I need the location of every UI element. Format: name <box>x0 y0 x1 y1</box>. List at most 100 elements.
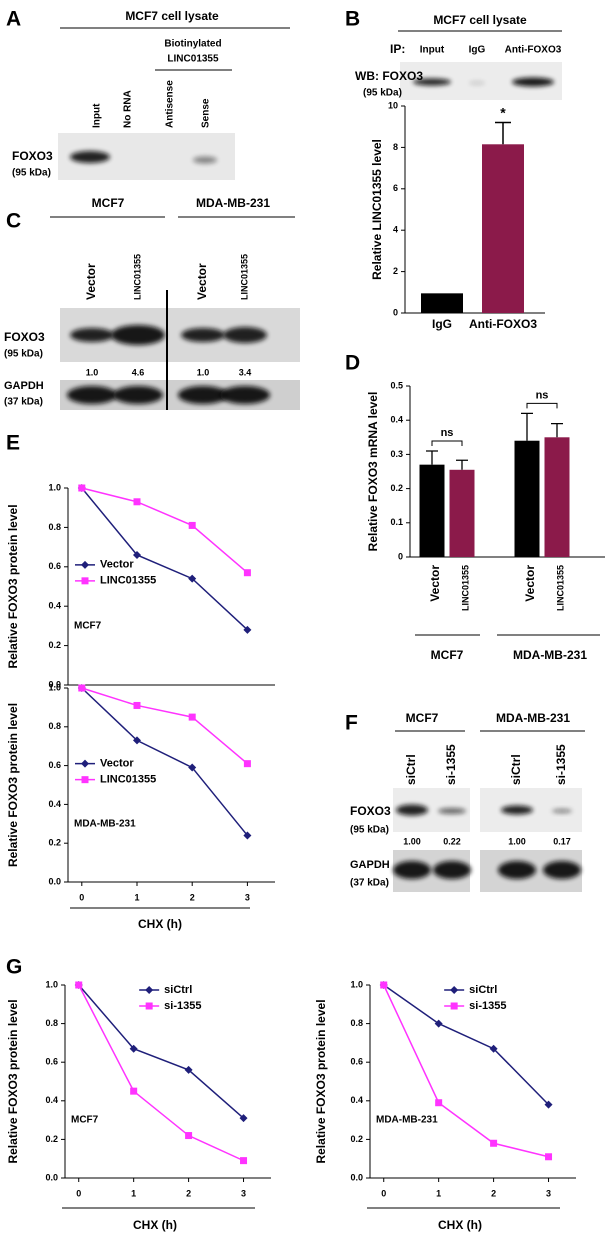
marker <box>188 521 196 529</box>
marker <box>240 1157 248 1165</box>
x-tick-label: IgG <box>432 317 452 331</box>
blot-band <box>393 861 431 879</box>
y-axis-label: Relative FOXO3 protein level <box>314 999 328 1163</box>
marker <box>489 1044 498 1053</box>
annotation: MCF7 <box>74 621 102 632</box>
y-tick-label: 0.4 <box>48 601 61 611</box>
x-tick-label: 1 <box>134 892 139 902</box>
legend-marker <box>450 986 459 994</box>
marker <box>184 1065 193 1074</box>
y-tick-label: 2 <box>393 266 398 276</box>
blot-band <box>498 861 536 879</box>
size-label: (95 kDa) <box>4 349 43 360</box>
blot-subtitle: LINC01355 <box>167 54 219 65</box>
blot-band <box>396 804 428 816</box>
marker <box>133 701 141 709</box>
marker <box>78 484 86 492</box>
lane-label: Vector <box>84 263 98 300</box>
blot-band <box>113 386 163 404</box>
marker <box>435 1099 443 1107</box>
series-line <box>81 487 248 631</box>
panel-label: E <box>6 432 20 455</box>
bar <box>514 440 540 557</box>
group-label: MDA-MB-231 <box>513 648 587 662</box>
legend-marker <box>81 776 89 784</box>
error-bar <box>426 450 438 465</box>
y-tick-label: 1.0 <box>45 979 58 989</box>
x-tick-label: LINC01355 <box>555 565 565 611</box>
quantification: 3.4 <box>239 367 252 377</box>
y-axis-label: Relative FOXO3 protein level <box>6 999 20 1163</box>
marker <box>75 981 83 989</box>
marker <box>129 1044 138 1053</box>
y-tick-label: 0 <box>393 307 398 317</box>
legend-label: Vector <box>100 559 134 571</box>
ip-label: IP: <box>390 42 405 56</box>
x-tick-label: 1 <box>131 1188 136 1198</box>
blot-band <box>181 328 225 342</box>
y-tick-label: 0.6 <box>48 760 61 770</box>
marker <box>380 981 388 989</box>
panel-label: G <box>6 956 22 979</box>
annotation: * <box>500 104 506 120</box>
panel-label: A <box>6 8 21 31</box>
legend-marker <box>145 986 154 994</box>
protein-label: FOXO3 <box>4 330 45 344</box>
bar <box>544 437 570 557</box>
lane-label: Input <box>420 45 445 56</box>
x-tick-label: 3 <box>245 892 250 902</box>
x-tick-label: 1 <box>436 1188 441 1198</box>
x-tick-label: 3 <box>241 1188 246 1198</box>
bar <box>419 464 445 557</box>
x-axis-label: CHX (h) <box>138 917 182 931</box>
bar <box>449 469 475 557</box>
x-tick-label: Vector <box>428 565 442 602</box>
x-tick-label: 2 <box>190 892 195 902</box>
blot-band <box>70 151 110 163</box>
blot-band <box>111 325 165 345</box>
blot-band <box>67 386 117 404</box>
protein-label: FOXO3 <box>350 804 391 818</box>
quantification: 0.17 <box>553 836 571 846</box>
panel-label: C <box>6 210 21 233</box>
y-tick-label: 0.5 <box>390 380 403 390</box>
blot-title: MCF7 cell lysate <box>433 13 527 27</box>
size-label: (37 kDa) <box>350 878 389 889</box>
x-tick-label: 2 <box>186 1188 191 1198</box>
y-tick-label: 0.4 <box>45 1095 58 1105</box>
x-axis-label: CHX (h) <box>438 1218 482 1232</box>
y-tick-label: 0.8 <box>350 1018 363 1028</box>
lane-label: siCtrl <box>509 754 523 785</box>
y-tick-label: 1.0 <box>350 979 363 989</box>
marker <box>185 1132 193 1140</box>
lane-label: Sense <box>201 98 212 128</box>
group-label: MCF7 <box>92 196 125 210</box>
error-bar <box>456 459 468 470</box>
protein-label: WB: FOXO3 <box>355 69 423 83</box>
y-tick-label: 0.0 <box>350 1172 363 1182</box>
marker <box>188 763 197 772</box>
y-tick-label: 0.0 <box>45 1172 58 1182</box>
legend-label: si-1355 <box>164 1000 201 1012</box>
annotation: MDA-MB-231 <box>74 818 136 829</box>
legend-label: LINC01355 <box>100 575 156 587</box>
lane-label: Antisense <box>165 80 176 128</box>
y-tick-label: 0.2 <box>45 1134 58 1144</box>
lane-label: Vector <box>195 263 209 300</box>
lane-label: si-1355 <box>554 744 568 785</box>
legend-marker <box>81 759 89 768</box>
legend-marker <box>81 560 89 569</box>
y-tick-label: 10 <box>388 100 398 110</box>
blot-band <box>193 156 217 164</box>
protein-label: FOXO3 <box>12 149 53 163</box>
y-tick-label: 0.4 <box>350 1095 363 1105</box>
legend-label: siCtrl <box>469 984 497 996</box>
protein-label: GAPDH <box>4 380 44 392</box>
y-tick-label: 0.3 <box>390 449 403 459</box>
quantification: 1.00 <box>403 836 421 846</box>
marker <box>545 1153 553 1161</box>
y-tick-label: 0.0 <box>48 876 61 886</box>
blot-band <box>512 77 554 87</box>
blot-band <box>70 328 114 342</box>
marker <box>243 760 251 768</box>
